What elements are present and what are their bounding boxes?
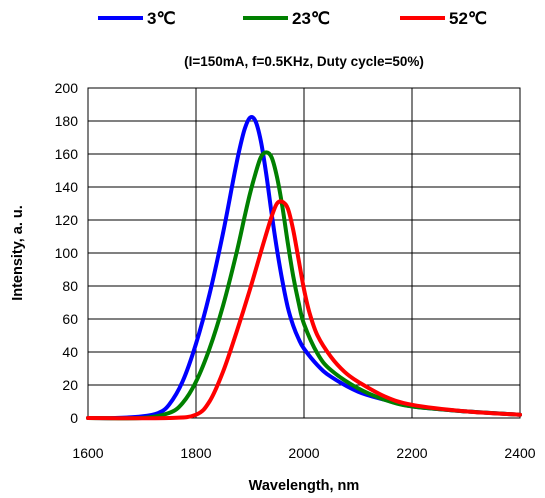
legend: 3℃ 23℃ 52℃ [98,9,487,28]
y-tick-label: 0 [70,410,78,426]
y-tick-label: 80 [62,278,78,294]
grid [87,87,521,419]
x-axis-label: Wavelength, nm [249,478,360,494]
series-line-1 [86,150,522,421]
chart-subtitle: (I=150mA, f=0.5KHz, Duty cycle=50%) [184,54,424,69]
plot-frame [87,87,521,419]
y-tick-labels: 0 20 40 60 80 100 120 140 160 180 200 [55,80,79,426]
y-tick-label: 100 [55,245,79,261]
x-tick-label: 1800 [180,445,211,461]
series-layer [86,115,522,421]
x-tick-label: 2400 [504,445,535,461]
x-tick-labels: 1600 1800 2000 2200 2400 [72,445,535,461]
x-tick-label: 2000 [288,445,319,461]
y-tick-label: 20 [62,377,78,393]
y-tick-label: 60 [62,311,78,327]
y-tick-label: 120 [55,212,79,228]
x-tick-label: 2200 [396,445,427,461]
y-axis-label: Intensity, a. u. [10,205,26,301]
y-tick-label: 200 [55,80,79,96]
legend-label-3c: 3℃ [147,9,176,28]
y-tick-label: 140 [55,179,79,195]
legend-label-23c: 23℃ [292,9,330,28]
y-tick-label: 180 [55,113,79,129]
series-line-2 [86,199,522,421]
legend-label-52c: 52℃ [449,9,487,28]
x-tick-label: 1600 [72,445,103,461]
y-tick-label: 40 [62,344,78,360]
y-tick-label: 160 [55,146,79,162]
